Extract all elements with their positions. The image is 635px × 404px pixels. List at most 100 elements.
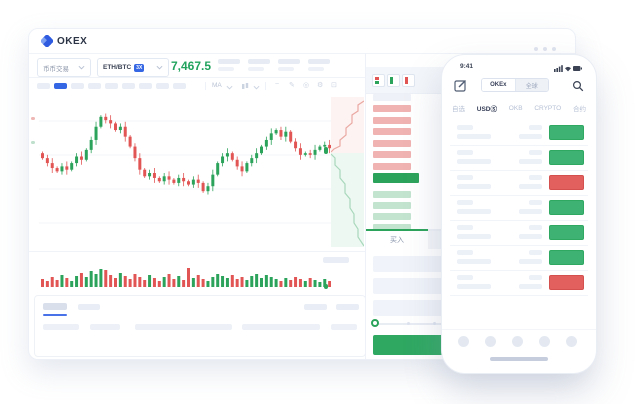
region-segmented-control[interactable]: OKEx 全球	[481, 78, 549, 92]
volume-bar	[133, 274, 137, 287]
change-down-button[interactable]	[549, 175, 584, 190]
candle-body	[84, 149, 88, 160]
panel-action-placeholder[interactable]	[336, 304, 359, 310]
volume-label-placeholder	[323, 257, 349, 263]
panel-tab[interactable]	[78, 304, 100, 310]
brand-title: OKEX	[57, 36, 88, 47]
slider-handle[interactable]	[371, 319, 379, 327]
segment-okex[interactable]: OKEx	[482, 79, 515, 91]
ask-row[interactable]	[373, 151, 411, 159]
market-list-item[interactable]	[450, 271, 588, 296]
category-tab[interactable]: CRYPTO	[534, 104, 562, 112]
change-up-button[interactable]	[549, 150, 584, 165]
candlestick-chart[interactable]	[39, 97, 332, 249]
segment-global[interactable]: 全球	[514, 79, 548, 91]
market-type-dropdown[interactable]: 币币交易	[37, 58, 91, 77]
volume-bar	[313, 280, 317, 287]
pair-dropdown[interactable]: ETH/BTC 3X	[97, 58, 169, 77]
market-list-item[interactable]	[450, 221, 588, 246]
ask-row[interactable]	[373, 105, 411, 112]
market-list-item[interactable]	[450, 196, 588, 221]
amount-slider[interactable]	[371, 319, 451, 327]
candle-body	[260, 146, 263, 154]
candle-body	[182, 177, 186, 182]
volume-bar	[60, 275, 64, 287]
interval-pill[interactable]	[54, 83, 67, 89]
line-tool-icon[interactable]: ~	[275, 81, 280, 88]
dock-tab-icon[interactable]	[566, 336, 577, 347]
candle-body	[65, 166, 69, 170]
last-price: 7,467.5	[171, 59, 212, 73]
category-tab[interactable]: USDⓈ	[476, 106, 498, 113]
ask-row[interactable]	[373, 139, 411, 147]
category-tab[interactable]: 合约	[572, 106, 586, 113]
dock-tab-icon[interactable]	[458, 336, 469, 347]
bid-row[interactable]	[373, 202, 411, 209]
price-input[interactable]	[373, 256, 451, 272]
category-tab[interactable]: OKB	[508, 104, 523, 112]
interval-pill[interactable]	[173, 83, 186, 89]
market-list-item[interactable]	[450, 146, 588, 171]
change-up-button[interactable]	[549, 200, 584, 215]
edit-pencil-icon[interactable]: ✎	[289, 82, 295, 89]
divider	[29, 251, 365, 252]
category-tab[interactable]: 自选	[452, 106, 465, 113]
volume-bar	[264, 275, 268, 287]
candle-body	[123, 126, 127, 137]
bid-row[interactable]	[373, 191, 411, 198]
interval-pill[interactable]	[122, 83, 135, 89]
buy-tab[interactable]: 买入	[366, 229, 428, 249]
total-input[interactable]	[373, 300, 451, 316]
volume-bar	[328, 281, 332, 287]
orderbook-view-both-sides-icon[interactable]	[372, 74, 385, 87]
camera-icon[interactable]: ◎	[303, 82, 310, 89]
candle-body	[55, 168, 59, 172]
change-up-button[interactable]	[549, 250, 584, 265]
orderbook-view-asks-only-icon[interactable]	[402, 74, 415, 87]
fullscreen-icon[interactable]: ⊡	[331, 82, 337, 89]
ask-row[interactable]	[373, 116, 411, 124]
bid-row[interactable]	[373, 213, 411, 220]
ask-row[interactable]	[373, 163, 411, 170]
home-indicator[interactable]	[490, 357, 548, 361]
ma-dropdown[interactable]: MA	[212, 82, 222, 89]
volume-bar	[157, 281, 161, 287]
change-up-button[interactable]	[549, 125, 584, 140]
change-down-button[interactable]	[549, 275, 584, 290]
interval-pill[interactable]	[88, 83, 101, 89]
slider-tick	[433, 322, 436, 325]
volume-bar	[191, 278, 195, 287]
volume-bar	[99, 269, 103, 287]
dock-tab-icon[interactable]	[512, 336, 523, 347]
orderbook-view-bids-only-icon[interactable]	[387, 74, 400, 87]
settings-gear-icon[interactable]: ⚙	[317, 82, 324, 89]
candle-style-icon[interactable]	[241, 82, 249, 91]
ask-row[interactable]	[373, 128, 411, 136]
dock-tab-icon[interactable]	[539, 336, 550, 347]
orderbook-header-placeholder	[373, 94, 411, 101]
price-sub-placeholder	[519, 134, 542, 139]
compose-icon[interactable]	[454, 79, 467, 92]
amount-input[interactable]	[373, 278, 451, 294]
volume-bar	[284, 278, 288, 287]
interval-pill[interactable]	[37, 83, 50, 89]
interval-pill[interactable]	[156, 83, 169, 89]
candle-body	[177, 177, 181, 183]
dock-tab-icon[interactable]	[485, 336, 496, 347]
panel-tab-active[interactable]	[43, 303, 67, 310]
search-icon[interactable]	[572, 80, 584, 92]
change-up-button[interactable]	[549, 225, 584, 240]
buy-submit-button[interactable]	[373, 335, 451, 355]
interval-pill[interactable]	[71, 83, 84, 89]
panel-action-placeholder[interactable]	[304, 304, 327, 310]
interval-pill[interactable]	[105, 83, 118, 89]
market-list-item[interactable]	[450, 171, 588, 196]
volume-bar	[65, 278, 69, 287]
bid-row[interactable]	[373, 224, 411, 231]
candle-body	[211, 174, 215, 187]
interval-pill[interactable]	[139, 83, 152, 89]
market-list-item[interactable]	[450, 246, 588, 271]
window-menu-dots-icon[interactable]	[529, 38, 556, 56]
market-list-item[interactable]	[450, 121, 588, 146]
